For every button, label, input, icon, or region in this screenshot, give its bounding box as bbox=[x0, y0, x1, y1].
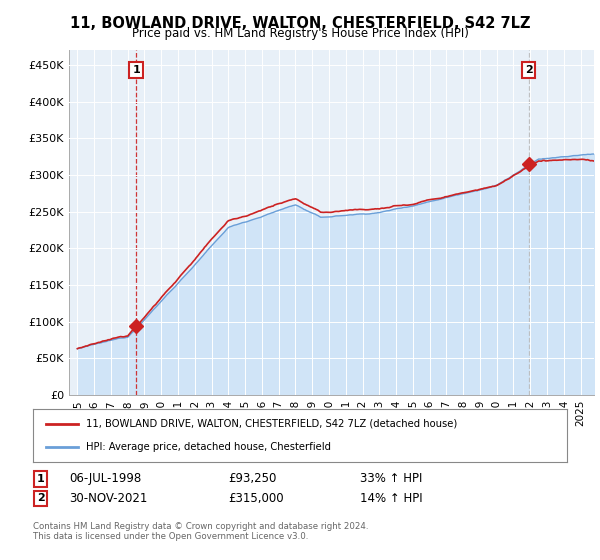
Text: 2: 2 bbox=[37, 493, 44, 503]
Text: 11, BOWLAND DRIVE, WALTON, CHESTERFIELD, S42 7LZ: 11, BOWLAND DRIVE, WALTON, CHESTERFIELD,… bbox=[70, 16, 530, 31]
Text: 14% ↑ HPI: 14% ↑ HPI bbox=[360, 492, 422, 505]
Text: £93,250: £93,250 bbox=[228, 472, 277, 486]
Text: 11, BOWLAND DRIVE, WALTON, CHESTERFIELD, S42 7LZ (detached house): 11, BOWLAND DRIVE, WALTON, CHESTERFIELD,… bbox=[86, 419, 458, 429]
Text: 33% ↑ HPI: 33% ↑ HPI bbox=[360, 472, 422, 486]
Text: 1: 1 bbox=[37, 474, 44, 484]
Text: HPI: Average price, detached house, Chesterfield: HPI: Average price, detached house, Ches… bbox=[86, 442, 331, 452]
Text: 06-JUL-1998: 06-JUL-1998 bbox=[69, 472, 141, 486]
Text: 1: 1 bbox=[132, 65, 140, 75]
Text: Contains HM Land Registry data © Crown copyright and database right 2024.
This d: Contains HM Land Registry data © Crown c… bbox=[33, 522, 368, 542]
Text: 2: 2 bbox=[525, 65, 532, 75]
Text: 30-NOV-2021: 30-NOV-2021 bbox=[69, 492, 148, 505]
Text: £315,000: £315,000 bbox=[228, 492, 284, 505]
Text: Price paid vs. HM Land Registry's House Price Index (HPI): Price paid vs. HM Land Registry's House … bbox=[131, 27, 469, 40]
